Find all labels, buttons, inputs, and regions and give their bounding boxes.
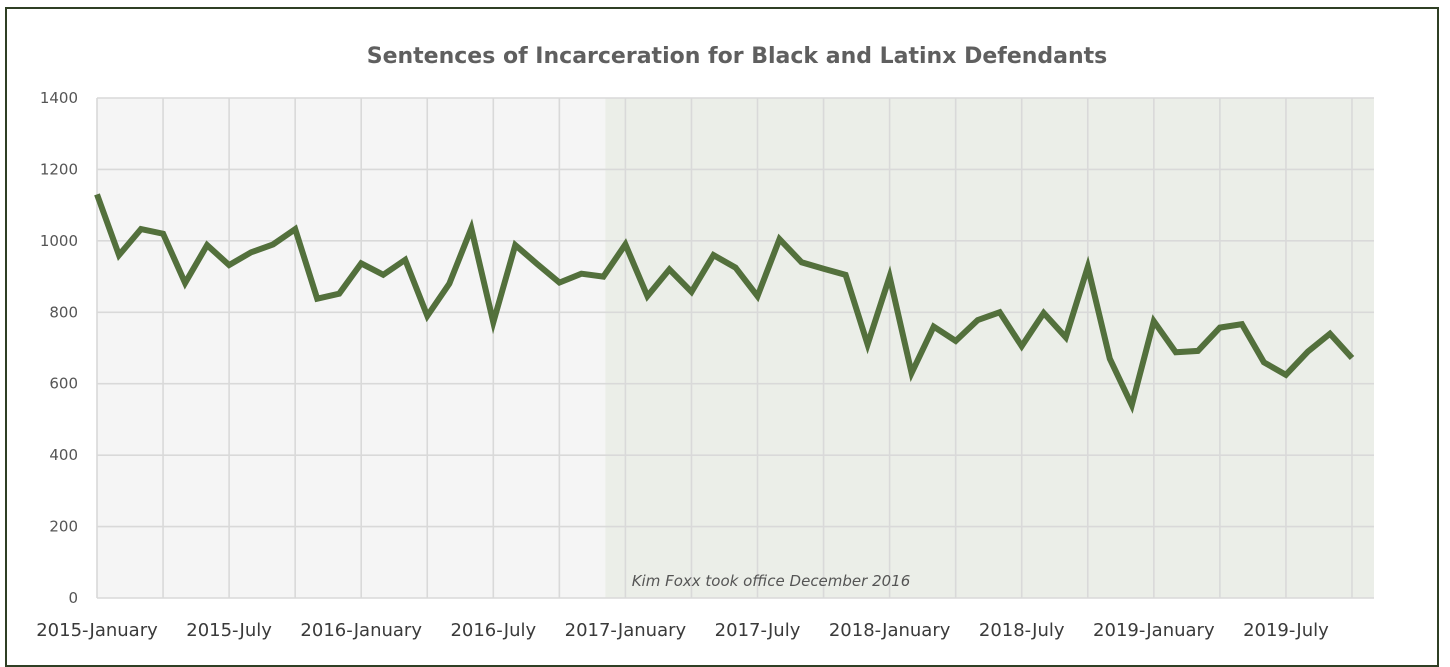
x-tick-label: 2015-July <box>186 620 272 641</box>
y-tick-label: 800 <box>49 303 78 321</box>
x-tick-label: 2018-July <box>979 620 1065 641</box>
y-tick-label: 0 <box>68 589 78 607</box>
y-tick-label: 1400 <box>40 89 78 107</box>
x-tick-label: 2019-January <box>1093 620 1215 641</box>
y-tick-label: 1200 <box>40 160 78 178</box>
line-chart: Sentences of Incarceration for Black and… <box>36 44 1374 641</box>
y-tick-label: 400 <box>49 446 78 464</box>
annotation-label: Kim Foxx took office December 2016 <box>632 572 911 590</box>
y-tick-label: 200 <box>49 518 78 536</box>
y-tick-label: 600 <box>49 375 78 393</box>
x-tick-label: 2016-January <box>300 620 422 641</box>
x-tick-label: 2017-July <box>715 620 801 641</box>
x-tick-label: 2016-July <box>450 620 536 641</box>
x-tick-label: 2018-January <box>829 620 951 641</box>
y-tick-label: 1000 <box>40 232 78 250</box>
x-tick-label: 2019-July <box>1243 620 1329 641</box>
highlight-region <box>605 98 1374 598</box>
chart-title: Sentences of Incarceration for Black and… <box>367 44 1108 69</box>
x-tick-label: 2015-January <box>36 620 158 641</box>
series-line <box>94 193 1355 414</box>
x-tick-label: 2017-January <box>565 620 687 641</box>
plot-area: 0 200 400 600 800 1000 1200 1400 2015-January 201… <box>36 89 1374 641</box>
